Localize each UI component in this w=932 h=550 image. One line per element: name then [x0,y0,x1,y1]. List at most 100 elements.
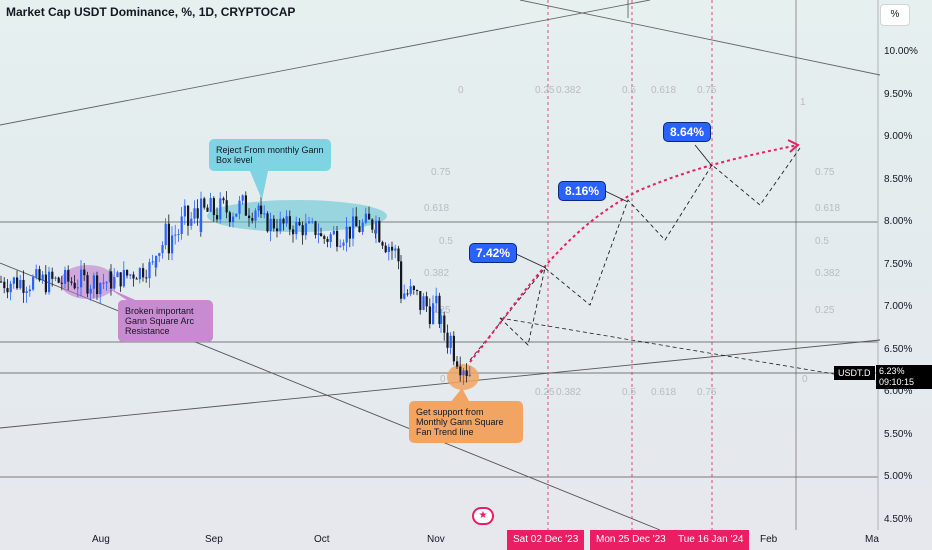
candle-body [456,361,459,367]
target-pointer [694,144,713,167]
candle-body [416,290,419,292]
candle-body [251,218,254,221]
candle-body [132,274,135,279]
projection-path [469,139,800,363]
target-label-3: 8.64% [663,122,712,142]
candle-body [171,235,174,254]
candle-body [64,269,67,284]
candle-body [446,332,449,348]
candle-body [326,238,329,242]
candle-body [432,303,435,324]
candle-body [73,282,76,289]
gann-bottom-label: 0.5 [622,387,636,398]
us-flag-event-icon[interactable]: ★ [472,507,494,525]
note-support: Get support from Monthly Gann Square Fan… [409,401,523,443]
candle-body [0,281,3,283]
projection-arrowhead [787,139,800,153]
candle-body [304,223,307,236]
price-tick: 7.00% [884,301,913,312]
price-tick: 5.50% [884,428,913,440]
gann-left-level: 0.5 [439,236,453,247]
gann-top-label: 0 [458,85,464,96]
candle-body [422,296,425,310]
candle-body [384,245,387,253]
candle-body [397,248,400,262]
candle-body [323,236,326,239]
gann-bottom-label: 0.618 [651,387,676,398]
candle-body [216,215,219,220]
gann-top-label: 0.5 [622,85,636,96]
candle-body [320,233,323,237]
price-tick: 8.00% [884,216,913,227]
candle-body [60,282,63,284]
candle-body [459,366,462,376]
candle-body [196,208,199,219]
candle-body [238,200,241,214]
candle-body [138,268,141,280]
gann-top-label: 0.25 [535,85,555,96]
projection-dashed-line [499,317,841,376]
price-tick: 9.50% [884,88,913,100]
candle-body [438,295,441,324]
candle-body [200,198,203,232]
candle-body [452,335,455,362]
candle-body [3,281,6,289]
candle-body [314,221,317,235]
candle-body [99,283,102,295]
candle-body [435,295,438,304]
unit-button[interactable]: % [880,4,910,26]
candle-body [22,279,25,293]
candle-body [167,223,170,254]
candle-body [428,306,431,324]
candle-body [110,271,113,289]
candle-body [222,198,225,201]
candle-body [292,229,295,235]
gann-left-level: 0.618 [424,203,449,214]
candle-body [355,216,358,227]
candle-body [282,218,285,224]
candle-body [70,281,73,283]
candle-body [38,269,41,281]
candle-body [465,370,468,376]
candle-body [266,213,269,232]
gann-right-level: 0.75 [815,167,835,178]
gann-right-level: 0.5 [815,236,829,247]
gann-bottom-label: 0.25 [535,387,555,398]
candle-body [368,213,371,220]
candle-body [135,278,138,280]
candle-body [263,213,266,215]
target-label-2: 8.16% [558,181,607,201]
candle-body [116,272,119,278]
candle-body [105,282,108,284]
candle-body [161,245,164,254]
candle-body [41,274,44,281]
candle-body [122,269,125,287]
candle-body [113,277,116,289]
candle-body [164,223,167,246]
candle-body [332,230,335,235]
gann-bottom-label: 0.382 [556,387,581,398]
candle-body [440,315,443,324]
candle-body [92,275,95,289]
candle-body [329,234,332,242]
candle-body [345,226,348,243]
candle-body [244,195,247,216]
candle-body [203,198,206,208]
candle-body [187,205,190,226]
highlighted-date: Mon 25 Dec '23 [590,530,672,550]
candle-body [129,274,132,276]
candle-body [348,226,351,239]
gann-right-level: 0 [802,374,808,385]
gann-fan-line [519,0,881,76]
gann-top-label: 1 [800,97,806,108]
candlestick-series [0,191,471,385]
candle-body [28,289,31,292]
candle-body [44,274,47,293]
note-reject: Reject From monthly Gann Box level [209,139,331,171]
candle-body [108,271,111,283]
callout-pointers [108,144,713,403]
candle-body [183,205,186,217]
candle-body [190,218,193,226]
highlight-ellipses [60,200,479,390]
